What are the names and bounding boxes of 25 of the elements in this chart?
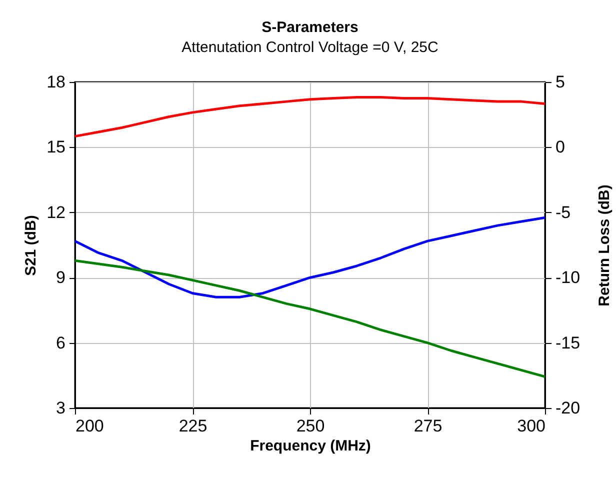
y2-tick-label: -15 — [556, 333, 580, 352]
x-tick-label: 250 — [296, 416, 325, 436]
y2-tick-label: -20 — [556, 398, 580, 418]
line-series — [74, 216, 546, 298]
y-tick-label: 3 — [56, 398, 66, 418]
x-tick-label: 200 — [76, 416, 104, 436]
x-tick-label: 275 — [414, 416, 442, 436]
y-tick-label: 6 — [56, 333, 66, 352]
y-axis-title: S21 (dB) — [22, 215, 40, 276]
y-tick-label: 18 — [46, 72, 66, 92]
y2-tick-label: -10 — [556, 268, 580, 288]
x-tick-label: 225 — [178, 416, 208, 436]
chart-subtitle: Attenutation Control Voltage =0 V, 25C — [182, 39, 439, 56]
x-axis-title: Frequency (MHz) — [250, 438, 371, 454]
y2-axis-title: Return Loss (dB) — [596, 184, 614, 306]
x-tick-label: 300 — [517, 416, 546, 436]
y2-tick-label: -5 — [556, 202, 571, 222]
y2-tick-label: 0 — [556, 138, 565, 157]
y2-tick-label: 5 — [556, 72, 565, 92]
y-tick-label: 15 — [46, 138, 66, 157]
y-tick-label: 9 — [56, 268, 66, 288]
line-series — [74, 96, 546, 138]
chart-title: S-Parameters — [262, 19, 358, 36]
line-series — [74, 259, 546, 378]
y-tick-label: 12 — [46, 202, 66, 222]
